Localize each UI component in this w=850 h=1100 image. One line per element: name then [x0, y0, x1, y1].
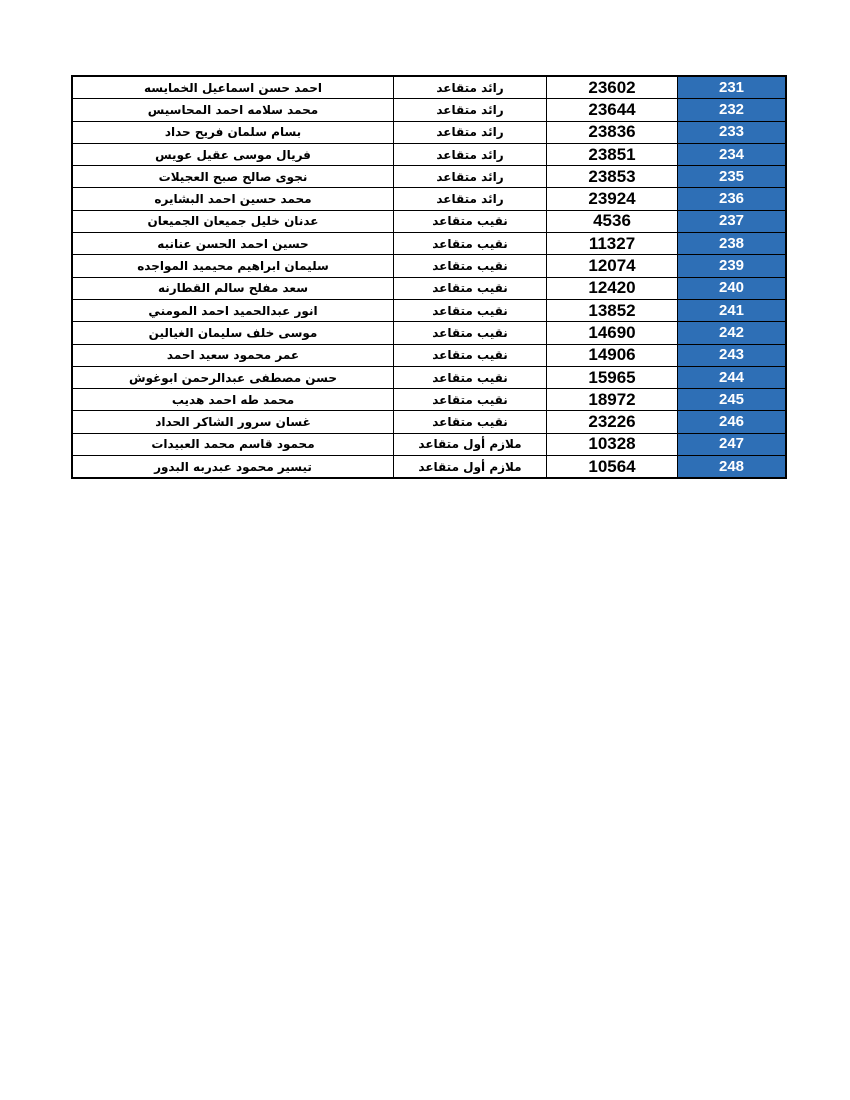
- name-cell: حسن مصطفى عبدالرحمن ابوغوش: [71, 365, 394, 390]
- number-cell: 10564: [546, 455, 678, 479]
- number-cell: 12074: [546, 254, 678, 278]
- rank-cell: رائد متقاعد: [393, 165, 547, 189]
- table-row: فريال موسى عقيل عويس رائد متقاعد 23851 2…: [71, 142, 787, 167]
- table-row: عدنان خليل جميعان الجميعان نقيب متقاعد 4…: [71, 209, 787, 234]
- table-row: موسى خلف سليمان الغيالين نقيب متقاعد 146…: [71, 321, 787, 345]
- table-row: غسان سرور الشاكر الحداد نقيب متقاعد 2322…: [71, 410, 787, 434]
- name-cell: سعد مفلح سالم القطارنه: [71, 276, 394, 300]
- index-cell: 231: [677, 75, 787, 100]
- name-cell: احمد حسن اسماعيل الخمايسه: [71, 75, 394, 100]
- index-cell: 245: [677, 388, 787, 412]
- index-cell: 243: [677, 343, 787, 367]
- number-cell: 23836: [546, 120, 678, 144]
- name-cell: فريال موسى عقيل عويس: [71, 142, 394, 167]
- name-cell: نجوى صالح صبح العجيلات: [71, 165, 394, 189]
- name-cell: محمد حسين احمد البشايره: [71, 187, 394, 211]
- rank-cell: نقيب متقاعد: [393, 276, 547, 300]
- name-cell: سليمان ابراهيم محيميد المواجده: [71, 254, 394, 278]
- personnel-table: احمد حسن اسماعيل الخمايسه رائد متقاعد 23…: [71, 75, 787, 480]
- name-cell: بسام سلمان فريح حداد: [71, 120, 394, 144]
- rank-cell: نقيب متقاعد: [393, 388, 547, 412]
- name-cell: انور عبدالحميد احمد المومني: [71, 298, 394, 323]
- table-row: سليمان ابراهيم محيميد المواجده نقيب متقا…: [71, 254, 787, 278]
- table-row: تيسير محمود عبدربه البدور ملازم أول متقا…: [71, 455, 787, 479]
- rank-cell: رائد متقاعد: [393, 75, 547, 100]
- index-cell: 247: [677, 432, 787, 457]
- number-cell: 4536: [546, 209, 678, 234]
- table-row: محمود قاسم محمد العبيدات ملازم أول متقاع…: [71, 432, 787, 457]
- name-cell: غسان سرور الشاكر الحداد: [71, 410, 394, 434]
- table-body: احمد حسن اسماعيل الخمايسه رائد متقاعد 23…: [71, 75, 787, 479]
- index-cell: 235: [677, 165, 787, 189]
- number-cell: 23602: [546, 75, 678, 100]
- table-row: حسين احمد الحسن عنانبه نقيب متقاعد 11327…: [71, 232, 787, 256]
- table-row: انور عبدالحميد احمد المومني نقيب متقاعد …: [71, 298, 787, 323]
- number-cell: 13852: [546, 298, 678, 323]
- number-cell: 15965: [546, 365, 678, 390]
- number-cell: 10328: [546, 432, 678, 457]
- table-row: بسام سلمان فريح حداد رائد متقاعد 23836 2…: [71, 120, 787, 144]
- rank-cell: نقيب متقاعد: [393, 254, 547, 278]
- index-cell: 242: [677, 321, 787, 345]
- table-row: عمر محمود سعيد احمد نقيب متقاعد 14906 24…: [71, 343, 787, 367]
- number-cell: 23924: [546, 187, 678, 211]
- number-cell: 12420: [546, 276, 678, 300]
- table-row: سعد مفلح سالم القطارنه نقيب متقاعد 12420…: [71, 276, 787, 300]
- name-cell: عدنان خليل جميعان الجميعان: [71, 209, 394, 234]
- name-cell: محمد سلامه احمد المحاسيس: [71, 98, 394, 122]
- rank-cell: نقيب متقاعد: [393, 298, 547, 323]
- table-row: محمد سلامه احمد المحاسيس رائد متقاعد 236…: [71, 98, 787, 122]
- index-cell: 237: [677, 209, 787, 234]
- rank-cell: نقيب متقاعد: [393, 209, 547, 234]
- number-cell: 14906: [546, 343, 678, 367]
- rank-cell: رائد متقاعد: [393, 187, 547, 211]
- table-row: حسن مصطفى عبدالرحمن ابوغوش نقيب متقاعد 1…: [71, 365, 787, 390]
- rank-cell: نقيب متقاعد: [393, 321, 547, 345]
- table-row: احمد حسن اسماعيل الخمايسه رائد متقاعد 23…: [71, 75, 787, 100]
- table-row: محمد حسين احمد البشايره رائد متقاعد 2392…: [71, 187, 787, 211]
- number-cell: 23226: [546, 410, 678, 434]
- index-cell: 238: [677, 232, 787, 256]
- index-cell: 232: [677, 98, 787, 122]
- number-cell: 23853: [546, 165, 678, 189]
- table-row: محمد طه احمد هديب نقيب متقاعد 18972 245: [71, 388, 787, 412]
- index-cell: 240: [677, 276, 787, 300]
- rank-cell: ملازم أول متقاعد: [393, 432, 547, 457]
- name-cell: تيسير محمود عبدربه البدور: [71, 455, 394, 479]
- rank-cell: نقيب متقاعد: [393, 365, 547, 390]
- index-cell: 248: [677, 455, 787, 479]
- index-cell: 246: [677, 410, 787, 434]
- name-cell: عمر محمود سعيد احمد: [71, 343, 394, 367]
- name-cell: موسى خلف سليمان الغيالين: [71, 321, 394, 345]
- index-cell: 236: [677, 187, 787, 211]
- rank-cell: نقيب متقاعد: [393, 410, 547, 434]
- rank-cell: نقيب متقاعد: [393, 232, 547, 256]
- rank-cell: نقيب متقاعد: [393, 343, 547, 367]
- table-row: نجوى صالح صبح العجيلات رائد متقاعد 23853…: [71, 165, 787, 189]
- number-cell: 23851: [546, 142, 678, 167]
- name-cell: حسين احمد الحسن عنانبه: [71, 232, 394, 256]
- rank-cell: رائد متقاعد: [393, 142, 547, 167]
- index-cell: 244: [677, 365, 787, 390]
- index-cell: 241: [677, 298, 787, 323]
- rank-cell: رائد متقاعد: [393, 98, 547, 122]
- name-cell: محمد طه احمد هديب: [71, 388, 394, 412]
- index-cell: 239: [677, 254, 787, 278]
- rank-cell: ملازم أول متقاعد: [393, 455, 547, 479]
- rank-cell: رائد متقاعد: [393, 120, 547, 144]
- number-cell: 11327: [546, 232, 678, 256]
- index-cell: 234: [677, 142, 787, 167]
- number-cell: 18972: [546, 388, 678, 412]
- index-cell: 233: [677, 120, 787, 144]
- name-cell: محمود قاسم محمد العبيدات: [71, 432, 394, 457]
- number-cell: 14690: [546, 321, 678, 345]
- number-cell: 23644: [546, 98, 678, 122]
